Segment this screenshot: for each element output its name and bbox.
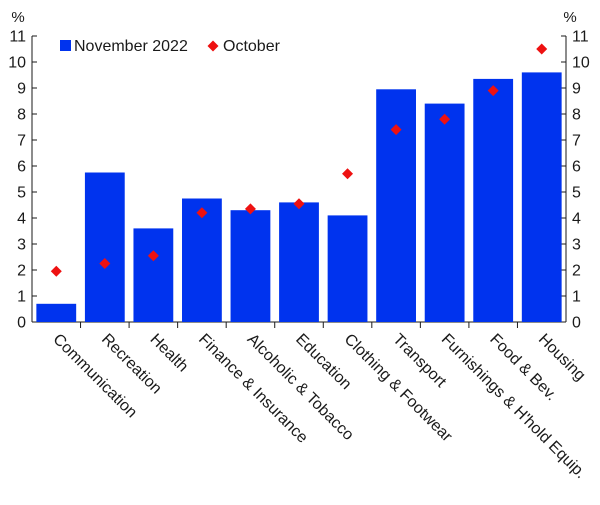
left-unit-label: % [11, 9, 24, 26]
marker-9 [439, 113, 451, 125]
right-tick-label: 1 [572, 289, 581, 306]
right-tick-label: 7 [572, 133, 581, 150]
bar-11 [521, 72, 562, 323]
left-tick-label: 0 [17, 315, 26, 332]
bar-9 [424, 103, 465, 322]
legend-swatch-marker [207, 40, 219, 52]
marker-2 [99, 258, 111, 269]
left-tick-label: 1 [17, 289, 26, 306]
marker-5 [244, 203, 256, 215]
right-tick-label: 0 [572, 315, 581, 332]
bar-10 [473, 78, 514, 323]
legend-label-marker: October [223, 38, 281, 55]
left-tick-label: 3 [17, 237, 26, 254]
category-label: Health [147, 331, 192, 376]
marker-11 [536, 43, 548, 55]
right-tick-label: 5 [572, 185, 581, 202]
right-unit-label: % [563, 9, 576, 26]
left-tick-label: 4 [17, 211, 26, 228]
right-tick-label: 8 [572, 107, 581, 124]
left-tick-label: 8 [17, 107, 26, 124]
bars-group [36, 72, 562, 323]
bar-6 [279, 202, 319, 322]
right-tick-label: 4 [572, 211, 581, 228]
bar-1 [36, 303, 77, 322]
marker-4 [196, 207, 208, 219]
category-label: Communication [49, 331, 140, 422]
left-tick-label: 7 [17, 133, 26, 150]
right-tick-label: 3 [572, 237, 581, 254]
bar-2 [84, 172, 125, 322]
bar-7 [327, 215, 368, 322]
left-tick-label: 10 [8, 55, 26, 72]
legend: November 2022 October [60, 38, 281, 55]
marker-7 [342, 168, 354, 180]
left-tick-label: 6 [17, 159, 26, 176]
bar-5 [230, 210, 271, 322]
marker-3 [147, 250, 159, 262]
markers-group [50, 43, 548, 277]
marker-6 [293, 198, 305, 210]
left-tick-label: 11 [9, 29, 26, 46]
bar-3 [133, 228, 174, 322]
legend-label-bar: November 2022 [74, 38, 188, 55]
marker-10 [487, 85, 499, 97]
right-tick-label: 10 [572, 55, 590, 72]
right-tick-label: 9 [572, 81, 581, 98]
right-tick-label: 2 [572, 263, 581, 280]
right-tick-label: 6 [572, 159, 581, 176]
marker-1 [50, 265, 62, 277]
legend-swatch-bar [60, 40, 71, 51]
left-tick-label: 5 [17, 185, 26, 202]
left-tick-label: 2 [17, 263, 26, 280]
right-tick-label: 11 [572, 29, 589, 46]
left-tick-label: 9 [17, 81, 26, 98]
bar-4 [182, 198, 222, 322]
marker-8 [390, 124, 402, 136]
